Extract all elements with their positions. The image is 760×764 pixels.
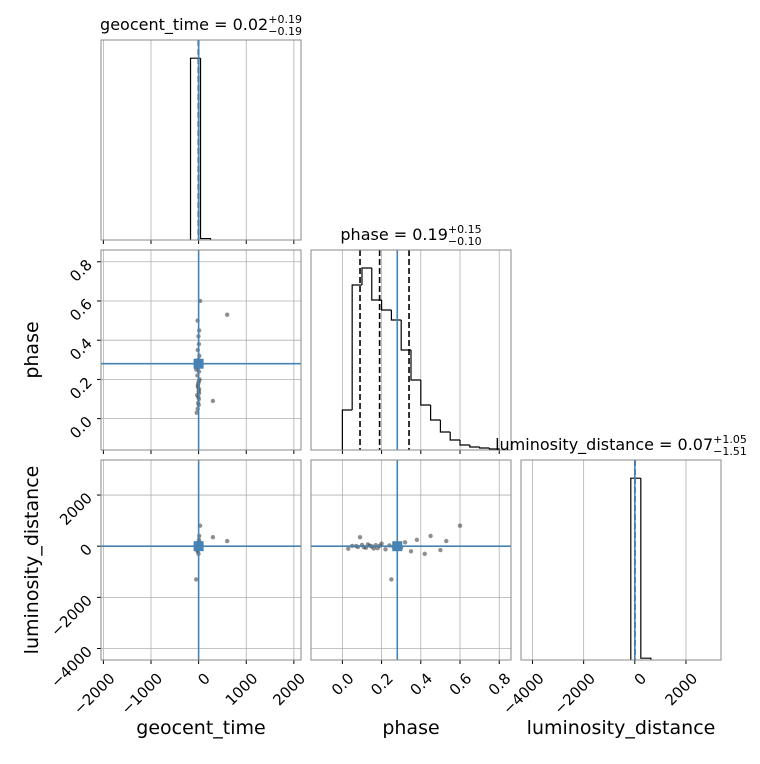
x-tick-label: 1000 bbox=[222, 670, 262, 710]
histogram-bin bbox=[479, 447, 490, 449]
panel-frame bbox=[310, 459, 512, 661]
x-tick-label: 0.0 bbox=[328, 670, 358, 700]
y-tick-label: 2000 bbox=[56, 489, 96, 529]
x-tick-label: 0 bbox=[631, 670, 650, 689]
x-tick-label: −2000 bbox=[550, 670, 599, 719]
histogram-bin bbox=[630, 477, 641, 660]
x-axis-label: phase bbox=[382, 717, 439, 739]
title-lower: −0.19 bbox=[268, 25, 302, 38]
sample-point bbox=[357, 535, 363, 540]
panel-title: geocent_time = 0.02+0.19 −0.19 bbox=[100, 13, 302, 38]
truth-marker bbox=[193, 541, 204, 552]
title-text: luminosity_distance = 0.07 bbox=[495, 435, 713, 455]
sample-point bbox=[444, 538, 449, 544]
histogram-bin bbox=[400, 320, 411, 351]
title-lower: −0.10 bbox=[448, 235, 482, 248]
title-upper: +0.19 bbox=[268, 13, 302, 26]
sample-point bbox=[194, 410, 199, 415]
sample-point bbox=[383, 547, 388, 552]
y-axis-label: luminosity_distance bbox=[21, 466, 43, 655]
panel-title: luminosity_distance = 0.07+1.05 −1.51 bbox=[495, 433, 747, 458]
x-tick-label: 2000 bbox=[661, 670, 701, 710]
x-axis-label: geocent_time bbox=[136, 717, 265, 739]
sample-point bbox=[457, 523, 463, 528]
x-tick-label: −1000 bbox=[118, 670, 167, 719]
x-tick-label: −2000 bbox=[70, 670, 119, 719]
histogram-bin bbox=[439, 420, 451, 433]
y-tick-label: 0 bbox=[76, 540, 95, 559]
histogram-bin bbox=[410, 350, 421, 381]
histogram-bin bbox=[380, 300, 392, 311]
sample-point bbox=[389, 577, 394, 582]
title-text: geocent_time = 0.02 bbox=[100, 15, 268, 35]
x-tick-label: 0.6 bbox=[446, 670, 476, 700]
sample-point bbox=[346, 546, 351, 551]
x-axis-label: luminosity_distance bbox=[527, 717, 716, 739]
histogram-bin bbox=[430, 405, 441, 421]
y-tick-label: 0.4 bbox=[66, 334, 96, 364]
sample-point bbox=[371, 546, 376, 551]
sample-point bbox=[422, 551, 427, 557]
histogram-bin bbox=[351, 284, 362, 410]
histogram-bin bbox=[640, 478, 652, 660]
y-tick-label: 0.8 bbox=[66, 256, 96, 286]
x-tick-label: 0.2 bbox=[367, 670, 397, 700]
sample-point bbox=[428, 533, 433, 539]
truth-marker bbox=[392, 541, 403, 552]
x-tick-label: 0.4 bbox=[406, 670, 436, 700]
panel-frame bbox=[310, 249, 512, 451]
histogram-bin bbox=[469, 445, 480, 448]
panel-frame bbox=[520, 459, 722, 661]
panel-frame bbox=[100, 249, 302, 451]
histogram-bin bbox=[390, 310, 402, 321]
x-tick-label: 0 bbox=[194, 670, 213, 689]
y-axis-label: phase bbox=[21, 321, 43, 378]
sample-point bbox=[224, 538, 230, 544]
sample-point bbox=[210, 398, 216, 404]
histogram-bin bbox=[341, 409, 353, 450]
y-tick-label: 0.6 bbox=[66, 295, 96, 325]
y-tick-label: −4000 bbox=[47, 643, 96, 692]
title-lower: −1.51 bbox=[713, 445, 747, 458]
title-upper: +0.15 bbox=[448, 223, 482, 236]
y-tick-label: 0.2 bbox=[66, 374, 96, 404]
histogram-bin bbox=[361, 267, 372, 285]
histogram-bin bbox=[199, 58, 212, 240]
sample-point bbox=[408, 549, 414, 554]
x-tick-label: 2000 bbox=[269, 670, 309, 710]
sample-point bbox=[224, 312, 230, 317]
y-tick-label: 0.0 bbox=[66, 413, 96, 443]
sample-point bbox=[210, 535, 216, 540]
title-text: phase = 0.19 bbox=[340, 225, 447, 244]
title-upper: +1.05 bbox=[713, 433, 747, 446]
panel-title: phase = 0.19+0.15 −0.10 bbox=[340, 223, 481, 248]
panel-frame bbox=[100, 39, 302, 241]
histogram-bin bbox=[189, 57, 201, 240]
truth-marker bbox=[193, 358, 204, 369]
histogram-bin bbox=[449, 432, 461, 441]
histogram-bin bbox=[420, 380, 431, 406]
sample-point bbox=[438, 547, 443, 553]
sample-point bbox=[402, 540, 408, 545]
y-tick-label: −2000 bbox=[47, 591, 96, 640]
histogram-bin bbox=[459, 440, 470, 446]
panel-frame bbox=[100, 459, 302, 661]
sample-point bbox=[194, 577, 199, 582]
histogram-bin bbox=[371, 268, 382, 301]
sample-point bbox=[414, 537, 420, 542]
